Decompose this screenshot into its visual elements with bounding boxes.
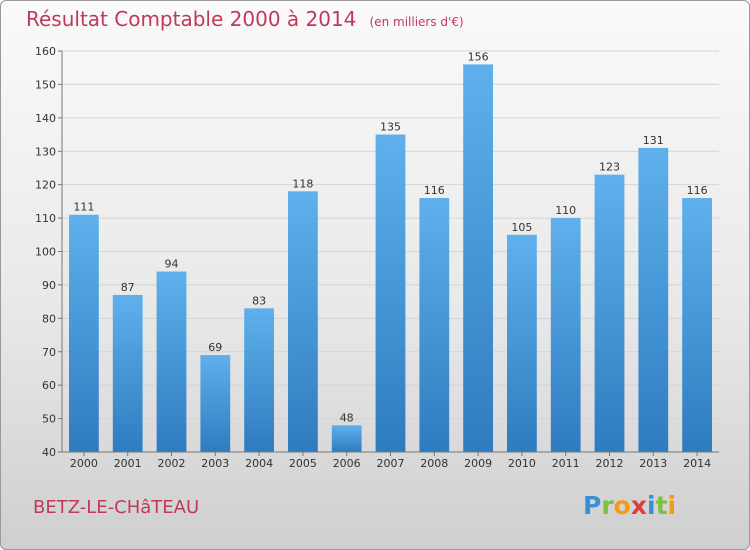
data-label: 87 — [121, 281, 135, 294]
bar — [112, 294, 143, 452]
x-tick-label: 2009 — [464, 457, 492, 470]
y-tick-label: 60 — [42, 379, 56, 392]
x-tick-label: 2003 — [201, 457, 229, 470]
logo-letter: t — [655, 491, 668, 520]
data-label: 110 — [555, 204, 576, 217]
chart-title-block: Résultat Comptable 2000 à 2014 (en milli… — [26, 7, 464, 31]
bar — [200, 355, 231, 452]
x-tick-label: 2005 — [289, 457, 317, 470]
logo-letter: r — [601, 491, 614, 520]
y-tick-label: 50 — [42, 413, 56, 426]
x-tick-label: 2011 — [552, 457, 580, 470]
y-tick-label: 110 — [35, 212, 56, 225]
data-label: 123 — [599, 161, 620, 174]
x-tick-label: 2006 — [333, 457, 361, 470]
proxiti-logo: Proxiti — [583, 491, 676, 520]
commune-name: BETZ-LE-CHâTEAU — [33, 497, 200, 518]
logo-letter: P — [583, 491, 602, 520]
y-tick-label: 70 — [42, 346, 56, 359]
y-tick-label: 80 — [42, 312, 56, 325]
logo-letter: x — [630, 491, 647, 520]
y-tick-label: 100 — [35, 246, 56, 259]
bar — [69, 214, 99, 452]
data-label: 111 — [73, 201, 94, 214]
axis-layer: 40 50 60 70 80 90 100 110 120 130 140 150 160 2000 200… — [35, 45, 719, 470]
data-label: 118 — [292, 177, 313, 190]
bar — [682, 198, 712, 452]
x-tick-label: 2000 — [70, 457, 98, 470]
x-tick-label: 2002 — [158, 457, 186, 470]
x-tick-label: 2004 — [245, 457, 273, 470]
y-tick-label: 40 — [42, 446, 56, 459]
data-label: 156 — [468, 50, 489, 63]
x-tick-label: 2001 — [114, 457, 142, 470]
x-tick-label: 2013 — [639, 457, 667, 470]
y-tick-label: 140 — [35, 112, 56, 125]
bar — [331, 425, 362, 452]
logo-letter: i — [667, 491, 677, 520]
x-tick-label: 2007 — [377, 457, 405, 470]
data-label: 94 — [165, 258, 179, 271]
x-tick-label: 2014 — [683, 457, 711, 470]
bar-layer: 111 87 94 69 83 118 48 135 116 156 105 110 123 131 116 — [69, 50, 712, 453]
y-tick-label: 130 — [35, 145, 56, 158]
bar — [156, 271, 187, 452]
bar — [638, 147, 669, 453]
data-label: 83 — [252, 294, 266, 307]
x-tick-label: 2008 — [420, 457, 448, 470]
x-tick-label: 2012 — [596, 457, 624, 470]
chart-title: Résultat Comptable 2000 à 2014 — [26, 7, 357, 31]
y-tick-label: 120 — [35, 179, 56, 192]
logo-letter: o — [613, 491, 631, 520]
bar — [288, 191, 318, 452]
data-label: 116 — [687, 184, 708, 197]
x-tick-label: 2010 — [508, 457, 536, 470]
bar — [375, 134, 406, 452]
y-tick-label: 160 — [35, 45, 56, 58]
data-label: 105 — [511, 221, 532, 234]
bar — [419, 198, 450, 452]
chart-subtitle: (en milliers d'€) — [369, 15, 464, 29]
bar — [463, 64, 493, 452]
data-label: 69 — [208, 341, 222, 354]
data-label: 48 — [340, 411, 354, 424]
y-tick-label: 90 — [42, 279, 56, 292]
bar — [244, 308, 274, 452]
bar — [550, 218, 581, 452]
logo-letter: i — [647, 491, 656, 520]
bar — [594, 174, 625, 452]
y-tick-label: 150 — [35, 78, 56, 91]
data-label: 116 — [424, 184, 445, 197]
data-label: 135 — [380, 121, 401, 134]
bar — [507, 234, 537, 452]
data-label: 131 — [643, 134, 664, 147]
